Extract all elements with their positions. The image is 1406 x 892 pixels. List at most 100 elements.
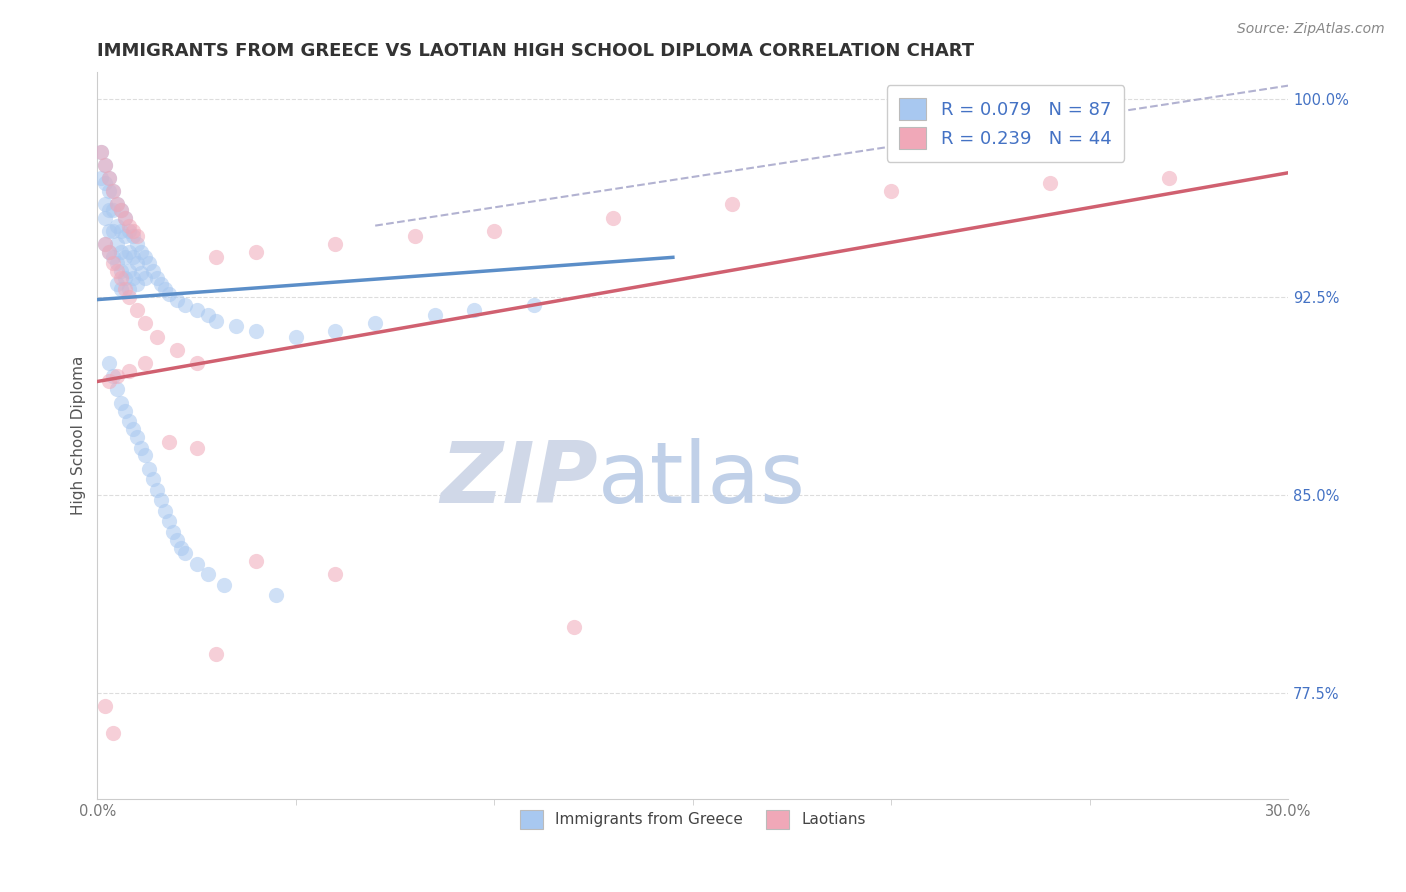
Point: [162, 524, 184, 539]
Text: ZIP: ZIP: [440, 438, 598, 521]
Point: [103, 224, 125, 238]
Point: [103, 250, 125, 264]
Point: [122, 422, 145, 436]
Point: [118, 282, 141, 296]
Point: [186, 356, 208, 370]
Point: [245, 324, 267, 338]
Point: [423, 309, 446, 323]
Point: [138, 461, 160, 475]
Point: [118, 364, 141, 378]
Point: [114, 229, 136, 244]
Point: [103, 726, 125, 740]
Point: [129, 441, 152, 455]
Point: [110, 395, 132, 409]
Point: [173, 546, 195, 560]
Point: [186, 441, 208, 455]
Point: [105, 197, 128, 211]
Point: [880, 184, 903, 198]
Point: [166, 293, 188, 307]
Point: [118, 245, 141, 260]
Point: [245, 554, 267, 568]
Point: [197, 567, 219, 582]
Point: [114, 211, 136, 225]
Point: [186, 557, 208, 571]
Point: [170, 541, 193, 555]
Point: [103, 202, 125, 217]
Point: [245, 245, 267, 260]
Point: [149, 277, 172, 291]
Point: [225, 318, 247, 333]
Point: [103, 369, 125, 384]
Point: [98, 245, 121, 260]
Point: [721, 197, 744, 211]
Point: [125, 229, 148, 244]
Point: [325, 237, 347, 252]
Point: [98, 245, 121, 260]
Point: [186, 303, 208, 318]
Point: [105, 383, 128, 397]
Point: [205, 647, 228, 661]
Point: [125, 277, 148, 291]
Point: [157, 435, 180, 450]
Point: [463, 303, 485, 318]
Point: [105, 369, 128, 384]
Point: [122, 250, 145, 264]
Point: [94, 197, 117, 211]
Point: [98, 356, 121, 370]
Point: [110, 202, 132, 217]
Point: [103, 184, 125, 198]
Text: IMMIGRANTS FROM GREECE VS LAOTIAN HIGH SCHOOL DIPLOMA CORRELATION CHART: IMMIGRANTS FROM GREECE VS LAOTIAN HIGH S…: [97, 42, 974, 60]
Point: [122, 271, 145, 285]
Point: [166, 533, 188, 547]
Point: [90, 145, 112, 159]
Point: [1157, 171, 1180, 186]
Point: [484, 224, 506, 238]
Point: [110, 282, 132, 296]
Point: [110, 202, 132, 217]
Point: [90, 171, 112, 186]
Point: [118, 219, 141, 233]
Point: [103, 184, 125, 198]
Point: [146, 483, 169, 497]
Point: [110, 224, 132, 238]
Point: [134, 449, 156, 463]
Point: [90, 145, 112, 159]
Point: [129, 245, 152, 260]
Point: [105, 219, 128, 233]
Text: Source: ZipAtlas.com: Source: ZipAtlas.com: [1237, 22, 1385, 37]
Point: [98, 202, 121, 217]
Point: [146, 329, 169, 343]
Point: [602, 211, 624, 225]
Point: [94, 237, 117, 252]
Point: [138, 255, 160, 269]
Point: [118, 224, 141, 238]
Point: [134, 356, 156, 370]
Point: [214, 578, 236, 592]
Point: [122, 229, 145, 244]
Point: [157, 515, 180, 529]
Point: [166, 343, 188, 357]
Point: [134, 250, 156, 264]
Point: [146, 271, 169, 285]
Point: [94, 158, 117, 172]
Point: [122, 224, 145, 238]
Point: [110, 263, 132, 277]
Point: [125, 237, 148, 252]
Point: [562, 620, 585, 634]
Point: [94, 237, 117, 252]
Point: [284, 329, 307, 343]
Point: [118, 290, 141, 304]
Y-axis label: High School Diploma: High School Diploma: [72, 356, 86, 516]
Point: [129, 266, 152, 280]
Point: [125, 430, 148, 444]
Point: [105, 197, 128, 211]
Point: [98, 171, 121, 186]
Text: atlas: atlas: [598, 438, 806, 521]
Point: [142, 263, 165, 277]
Point: [157, 287, 180, 301]
Point: [118, 414, 141, 428]
Point: [1039, 177, 1062, 191]
Point: [110, 271, 132, 285]
Point: [264, 589, 287, 603]
Point: [114, 403, 136, 417]
